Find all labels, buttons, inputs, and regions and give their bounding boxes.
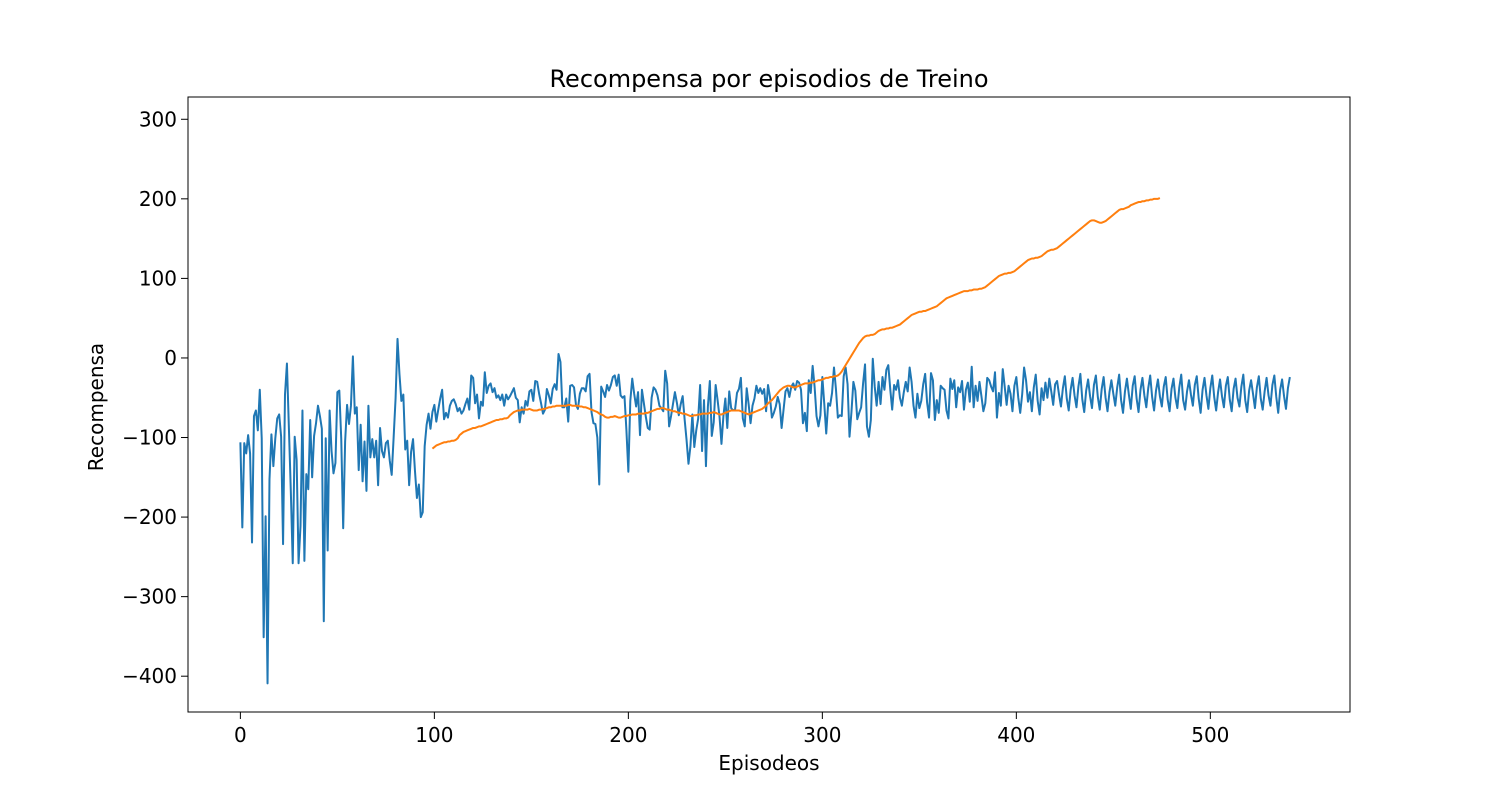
y-axis-title: Recompensa bbox=[84, 343, 108, 471]
series-layer bbox=[239, 197, 1291, 685]
series-line-1 bbox=[239, 337, 1291, 685]
x-axis-title: Episodeos bbox=[718, 751, 819, 775]
x-tick-label: 100 bbox=[415, 723, 453, 747]
x-tick-label: 200 bbox=[609, 723, 647, 747]
x-axis: 0 100 200 300 400 500 bbox=[234, 712, 1229, 747]
y-tick-label: 100 bbox=[139, 266, 177, 290]
x-tick-label: 300 bbox=[803, 723, 841, 747]
x-tick-label: 0 bbox=[234, 723, 247, 747]
y-tick-label: −100 bbox=[122, 426, 177, 450]
series-line-2 bbox=[431, 197, 1161, 450]
y-tick-label: −200 bbox=[122, 505, 177, 529]
y-tick-label: 300 bbox=[139, 107, 177, 131]
x-tick-label: 500 bbox=[1191, 723, 1229, 747]
y-tick-label: −400 bbox=[122, 664, 177, 688]
plot-frame bbox=[187, 96, 1351, 713]
y-axis: −400 −300 −200 −100 0 100 200 300 bbox=[122, 107, 188, 688]
y-tick-label: 0 bbox=[164, 346, 177, 370]
x-tick-label: 400 bbox=[997, 723, 1035, 747]
y-tick-label: −300 bbox=[122, 585, 177, 609]
y-tick-label: 200 bbox=[139, 187, 177, 211]
chart-title: Recompensa por episodios de Treino bbox=[549, 65, 988, 93]
